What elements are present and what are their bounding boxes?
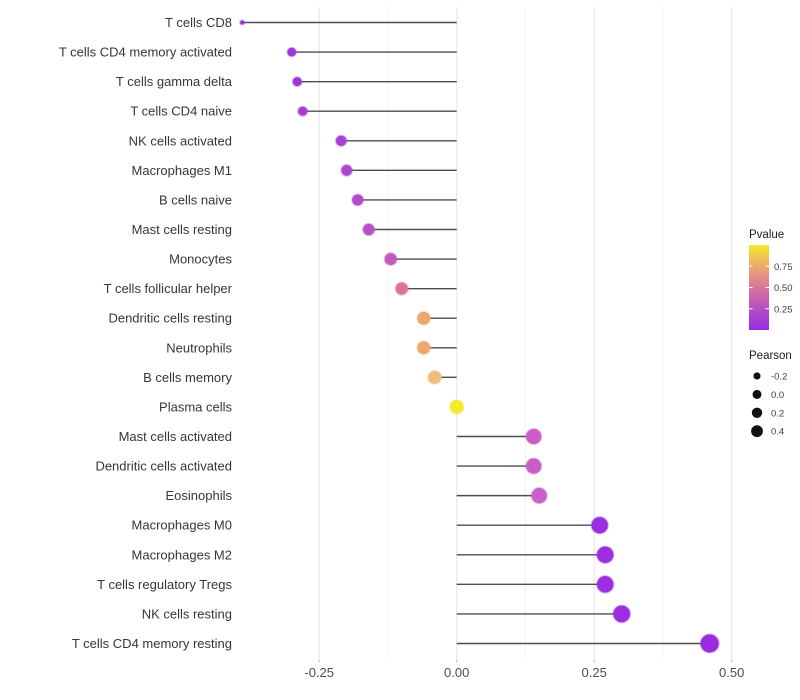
y-axis-label: Macrophages M0 [132, 518, 232, 533]
y-axis-label: Macrophages M1 [132, 163, 232, 178]
lollipop-dot [286, 46, 297, 58]
y-axis-label: T cells CD4 naive [130, 104, 232, 119]
y-axis-label: Mast cells resting [132, 222, 232, 237]
legend-title-pearson: Pearson [749, 350, 792, 362]
lollipop-dot [291, 76, 303, 88]
lollipop-dot [362, 222, 376, 237]
y-axis-label: Plasma cells [159, 399, 232, 414]
lollipop-dot [340, 164, 354, 177]
y-axis-label: Monocytes [169, 252, 232, 267]
legend-pearson: Pearson -0.2 0.0 0.2 0.4 [749, 350, 792, 438]
y-axis-label: T cells CD4 memory activated [59, 45, 232, 60]
pearson-legend-label: 0.4 [771, 427, 784, 438]
pearson-legend-dot [753, 372, 761, 380]
y-axis-label: NK cells resting [142, 606, 232, 621]
y-axis-label: T cells CD8 [165, 15, 232, 30]
gridlines [318, 7, 733, 658]
x-tick-label: 0.50 [719, 665, 744, 680]
lollipop-dot [239, 19, 246, 26]
lollipop-dot [596, 545, 615, 564]
lollipop-dot [448, 399, 465, 415]
lollipop-dot [383, 252, 398, 267]
lollipop-dot [427, 369, 443, 385]
y-axis-label: Macrophages M2 [132, 547, 232, 562]
y-axis-label: NK cells activated [129, 133, 232, 148]
y-axis-label: Eosinophils [166, 488, 233, 503]
lollipop-dot [525, 427, 543, 446]
x-axis: -0.25 0.00 0.25 0.50 [304, 659, 744, 680]
pearson-legend-dot [752, 389, 762, 399]
pearson-legend-label: -0.2 [771, 372, 787, 383]
legend-pvalue: Pvalue 0.75 0.50 0.25 [749, 229, 793, 330]
pvalue-tick-label: 0.75 [774, 262, 793, 273]
lollipop-dot [530, 487, 548, 505]
lollipop-dot [612, 604, 632, 624]
lollipop-dot [416, 340, 432, 356]
lollipop-dot [394, 281, 409, 296]
lollipop-dot [334, 134, 348, 148]
stems [242, 21, 710, 645]
y-axis-label: B cells memory [143, 370, 232, 385]
y-axis-label: Neutrophils [166, 340, 232, 355]
x-tick-label: 0.00 [444, 665, 469, 680]
lollipop-dot [416, 310, 432, 326]
pearson-legend-dot [751, 407, 763, 418]
y-axis-label: Dendritic cells activated [95, 459, 232, 474]
lollipop-dot [525, 457, 543, 475]
pearson-legend-dot [751, 425, 763, 438]
lollipop-dot [596, 575, 615, 594]
dots [239, 19, 720, 654]
pearson-legend-label: 0.2 [771, 408, 784, 419]
pvalue-tick-label: 0.25 [774, 304, 793, 315]
x-tick-label: 0.25 [582, 665, 607, 680]
pvalue-tick-label: 0.50 [774, 283, 793, 294]
y-axis-label: T cells CD4 memory resting [72, 636, 232, 651]
y-axis-label: Dendritic cells resting [108, 311, 232, 326]
x-tick-label: -0.25 [304, 665, 334, 680]
pearson-legend-label: 0.0 [771, 390, 784, 401]
y-axis-label: T cells follicular helper [104, 281, 233, 296]
lollipop-dot [297, 105, 309, 117]
lollipop-dot [351, 193, 365, 207]
legend-title-pvalue: Pvalue [749, 229, 784, 241]
y-axis-label: B cells naive [159, 192, 232, 207]
y-axis-label: T cells regulatory Tregs [97, 577, 232, 592]
lollipop-dot [590, 516, 609, 535]
y-axis-labels: T cells CD8 T cells CD4 memory activated T… [59, 15, 233, 651]
pvalue-colorbar [749, 245, 769, 330]
y-axis-label: T cells gamma delta [116, 74, 233, 89]
y-axis-label: Mast cells activated [119, 429, 232, 444]
lollipop-dot [699, 633, 720, 654]
